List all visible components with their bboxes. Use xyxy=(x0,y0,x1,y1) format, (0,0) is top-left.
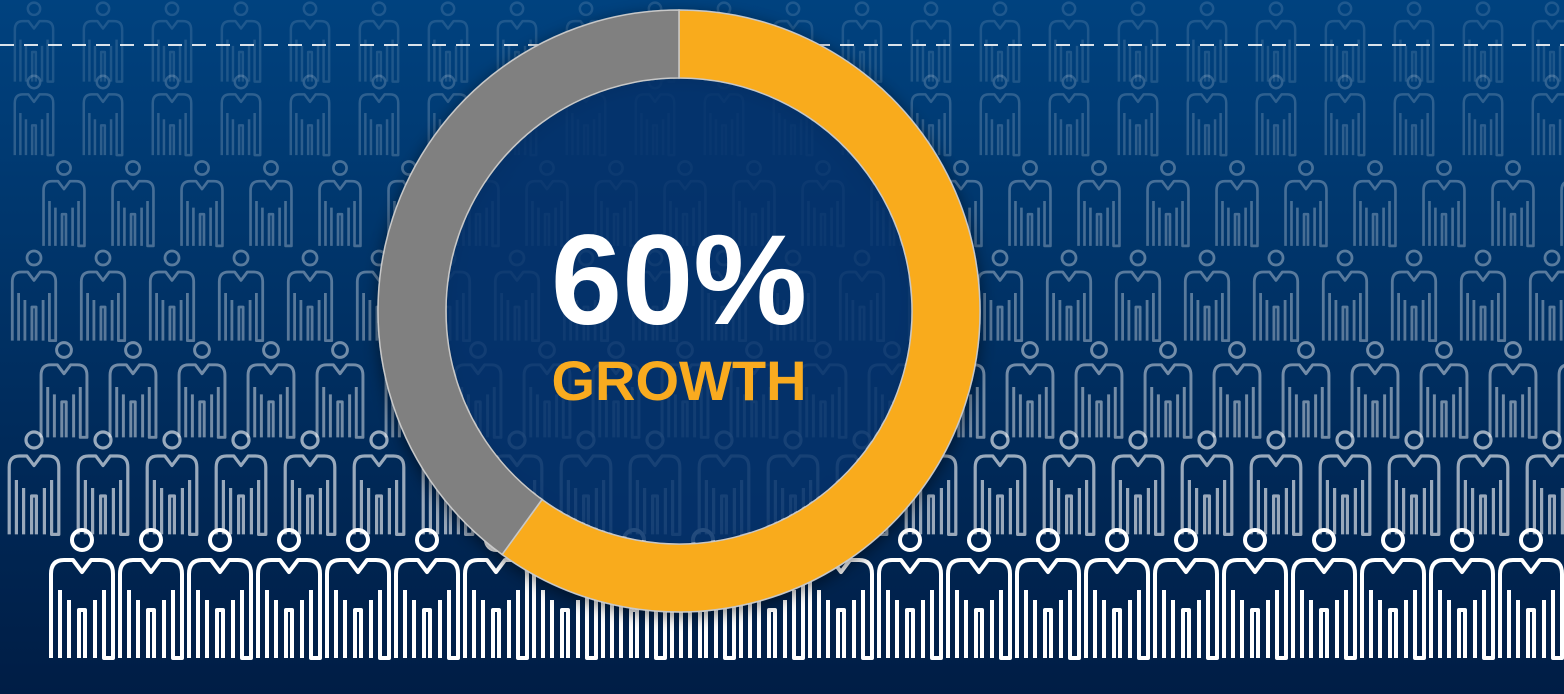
value-label: 60% xyxy=(551,209,807,352)
donut xyxy=(377,9,981,613)
donut-center xyxy=(447,79,911,543)
center-text: GROWTH xyxy=(551,349,806,412)
donut-slice xyxy=(377,9,680,556)
donut-slice xyxy=(501,9,981,613)
